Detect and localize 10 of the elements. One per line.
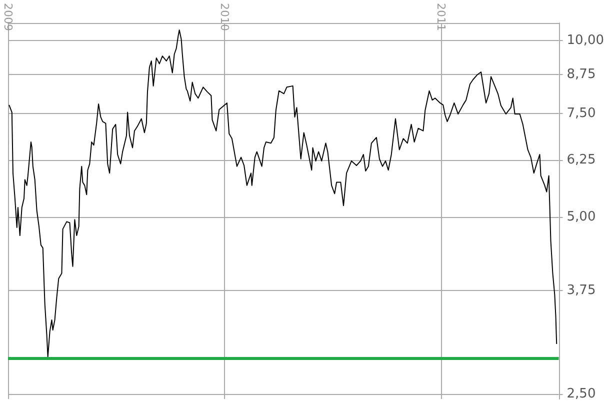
y-tick-label: 2,50 [566, 386, 596, 402]
y-tick-label: 8,75 [566, 66, 596, 82]
x-tick-label: 2010 [218, 2, 232, 31]
y-tick-label: 3,75 [566, 282, 596, 298]
x-tick-label: 2011 [434, 2, 448, 31]
x-tick-label: 2009 [2, 2, 14, 31]
y-tick-label: 7,50 [566, 106, 596, 122]
y-tick-label: 6,25 [566, 152, 596, 168]
y-tick-label: 10,00 [566, 32, 604, 48]
y-tick-label: 5,00 [566, 210, 596, 225]
